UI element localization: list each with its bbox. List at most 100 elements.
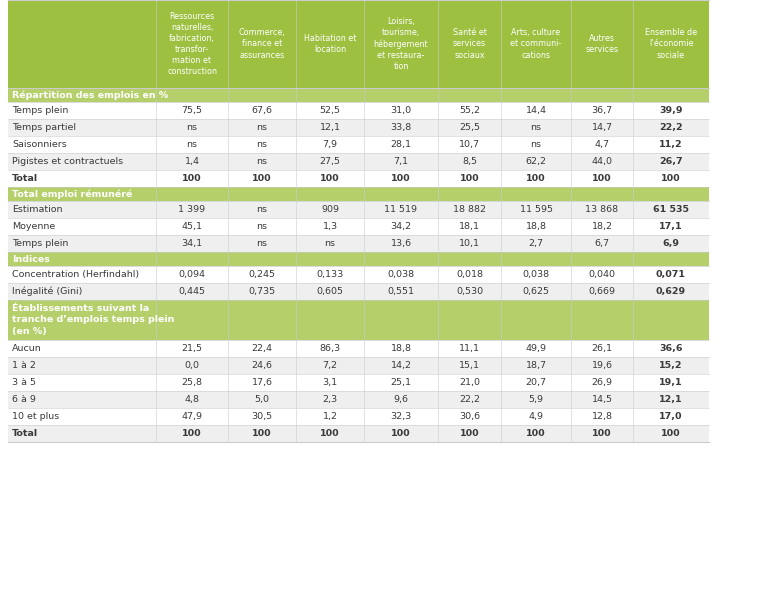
Text: 100: 100 [391,174,411,183]
Text: 18,2: 18,2 [591,222,613,231]
Text: ns: ns [187,140,197,149]
Bar [8,201,709,218]
Text: Inégalité (Gini): Inégalité (Gini) [12,287,82,296]
Text: 0,038: 0,038 [523,270,549,279]
Text: 1,3: 1,3 [322,222,338,231]
Text: 18,8: 18,8 [526,222,546,231]
Text: 26,9: 26,9 [591,378,613,387]
Text: 12,1: 12,1 [659,395,683,404]
Text: Répartition des emplois en %: Répartition des emplois en % [12,90,168,100]
Text: Commerce,
finance et
assurances: Commerce, finance et assurances [239,28,286,59]
Text: Aucun: Aucun [12,344,42,353]
Text: 14,4: 14,4 [526,106,546,115]
Text: 19,6: 19,6 [591,361,613,370]
Text: 100: 100 [459,429,479,438]
Text: 6 à 9: 6 à 9 [12,395,36,404]
Text: 17,0: 17,0 [659,412,683,421]
Text: 100: 100 [182,429,202,438]
Text: Établissements suivant la
tranche d’emplois temps plein
(en %): Établissements suivant la tranche d’empl… [12,304,174,336]
Text: 34,2: 34,2 [390,222,411,231]
Text: ns: ns [257,205,267,214]
Text: 33,8: 33,8 [390,123,411,132]
Text: 0,551: 0,551 [388,287,415,296]
Text: 3 à 5: 3 à 5 [12,378,36,387]
Text: 5,9: 5,9 [529,395,543,404]
Bar [8,102,709,119]
Text: 13 868: 13 868 [585,205,619,214]
Text: ns: ns [530,140,542,149]
Bar [8,235,709,252]
Text: ns: ns [257,140,267,149]
Text: 100: 100 [320,429,340,438]
Text: 26,1: 26,1 [591,344,613,353]
Text: 34,1: 34,1 [181,239,203,248]
Bar [8,187,709,201]
Text: 7,1: 7,1 [393,157,408,166]
Text: Total: Total [12,429,38,438]
Text: 15,1: 15,1 [459,361,480,370]
Text: 4,8: 4,8 [184,395,200,404]
Text: ns: ns [325,239,335,248]
Text: 36,7: 36,7 [591,106,613,115]
Text: 1 à 2: 1 à 2 [12,361,36,370]
Text: 0,669: 0,669 [588,287,616,296]
Text: 0,133: 0,133 [316,270,344,279]
Text: 100: 100 [527,174,546,183]
Text: 62,2: 62,2 [526,157,546,166]
Text: 1,4: 1,4 [184,157,200,166]
Text: 20,7: 20,7 [526,378,546,387]
Bar [8,170,709,187]
Text: 61 535: 61 535 [653,205,689,214]
Bar [8,218,709,235]
Text: Moyenne: Moyenne [12,222,56,231]
Text: 0,735: 0,735 [248,287,276,296]
Text: Ressources
naturelles,
fabrication,
transfor-
mation et
construction: Ressources naturelles, fabrication, tran… [167,12,217,76]
Text: 31,0: 31,0 [390,106,411,115]
Text: Temps partiel: Temps partiel [12,123,76,132]
Text: 1 399: 1 399 [178,205,206,214]
Text: 0,018: 0,018 [456,270,483,279]
Text: 12,8: 12,8 [591,412,613,421]
Text: 44,0: 44,0 [591,157,613,166]
Text: 100: 100 [459,174,479,183]
Text: ns: ns [257,123,267,132]
Text: Ensemble de
l’économie
sociale: Ensemble de l’économie sociale [645,28,697,59]
Text: 1,2: 1,2 [322,412,338,421]
Text: 0,605: 0,605 [316,287,344,296]
Text: 47,9: 47,9 [181,412,203,421]
Text: ns: ns [187,123,197,132]
Text: ns: ns [257,157,267,166]
Text: 7,9: 7,9 [322,140,338,149]
Bar [8,340,709,357]
Text: 17,1: 17,1 [659,222,683,231]
Text: 909: 909 [321,205,339,214]
Bar [8,425,709,442]
Text: 10,7: 10,7 [459,140,480,149]
Text: 11 519: 11 519 [385,205,418,214]
Text: Habitation et
location: Habitation et location [304,34,356,54]
Text: 24,6: 24,6 [251,361,273,370]
Text: 86,3: 86,3 [319,344,341,353]
Text: 0,038: 0,038 [387,270,415,279]
Text: 27,5: 27,5 [319,157,341,166]
Text: 3,1: 3,1 [322,378,338,387]
Text: 21,5: 21,5 [181,344,203,353]
Text: 100: 100 [592,429,612,438]
Text: 52,5: 52,5 [319,106,341,115]
Text: 100: 100 [661,429,680,438]
Text: 5,0: 5,0 [255,395,270,404]
Text: Concentration (Herfindahl): Concentration (Herfindahl) [12,270,139,279]
Text: 14,2: 14,2 [390,361,411,370]
Text: 0,445: 0,445 [178,287,206,296]
Text: 18,1: 18,1 [459,222,480,231]
Text: 75,5: 75,5 [181,106,203,115]
Text: Estimation: Estimation [12,205,62,214]
Text: 10 et plus: 10 et plus [12,412,59,421]
Text: 7,2: 7,2 [322,361,338,370]
Text: ns: ns [257,222,267,231]
Text: 14,5: 14,5 [591,395,613,404]
Text: 4,9: 4,9 [529,412,543,421]
Text: 0,530: 0,530 [456,287,483,296]
Text: 0,245: 0,245 [248,270,276,279]
Text: 25,1: 25,1 [390,378,411,387]
